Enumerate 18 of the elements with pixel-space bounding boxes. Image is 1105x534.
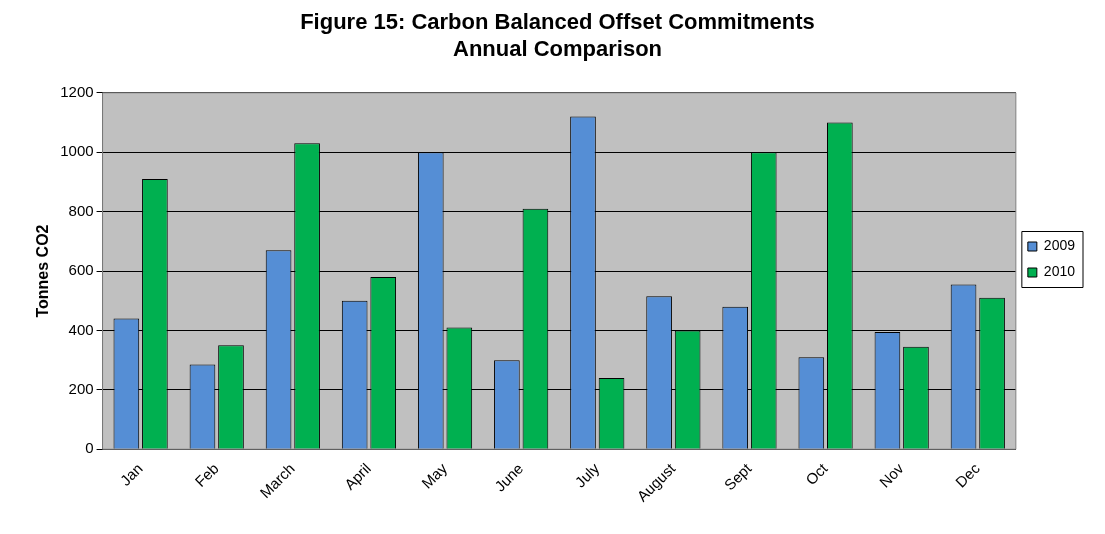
y-tick-label: 0 bbox=[85, 439, 94, 457]
chart-title: Figure 15: Carbon Balanced Offset Commitments Annual Comparison bbox=[300, 9, 815, 61]
y-tick-label: 400 bbox=[68, 320, 94, 338]
y-tick-label: 800 bbox=[68, 201, 94, 219]
x-tick-label: Oct bbox=[802, 459, 832, 489]
x-tick-label: Dec bbox=[951, 459, 984, 491]
x-tick-label: Nov bbox=[875, 459, 908, 491]
y-axis-title: Tonnes CO2 bbox=[34, 224, 52, 318]
y-tick-label: 600 bbox=[68, 261, 94, 279]
x-tick-label: July bbox=[571, 459, 603, 491]
x-tick-label: Jan bbox=[116, 459, 146, 489]
x-tick-label: May bbox=[418, 459, 451, 492]
x-tick-label: Feb bbox=[191, 459, 222, 490]
y-tick-label: 1200 bbox=[60, 82, 94, 100]
y-tick-label: 200 bbox=[68, 379, 94, 397]
legend-label: 2009 bbox=[1043, 237, 1076, 254]
y-tick-label: 1000 bbox=[60, 142, 94, 160]
legend-label: 2010 bbox=[1043, 263, 1076, 280]
